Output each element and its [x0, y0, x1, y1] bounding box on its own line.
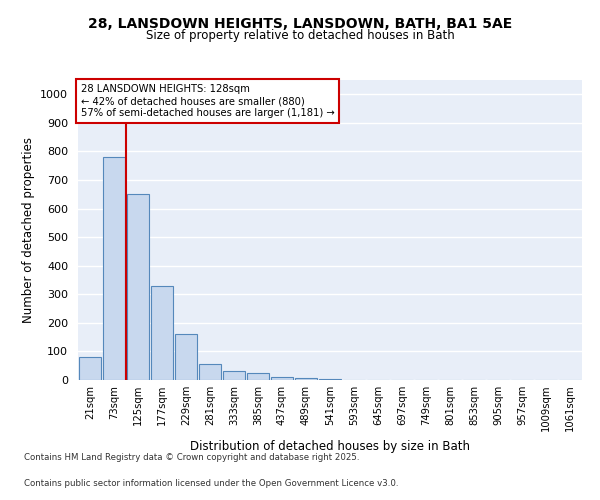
Bar — [151, 286, 173, 380]
Text: 28, LANSDOWN HEIGHTS, LANSDOWN, BATH, BA1 5AE: 28, LANSDOWN HEIGHTS, LANSDOWN, BATH, BA… — [88, 18, 512, 32]
Bar — [295, 378, 317, 380]
Bar — [79, 357, 101, 380]
Bar — [199, 364, 221, 380]
Bar — [247, 373, 269, 380]
Text: 28 LANSDOWN HEIGHTS: 128sqm
← 42% of detached houses are smaller (880)
57% of se: 28 LANSDOWN HEIGHTS: 128sqm ← 42% of det… — [80, 84, 334, 117]
Bar — [103, 157, 125, 380]
Bar — [127, 194, 149, 380]
Y-axis label: Number of detached properties: Number of detached properties — [22, 137, 35, 323]
Bar — [175, 334, 197, 380]
Text: Contains public sector information licensed under the Open Government Licence v3: Contains public sector information licen… — [24, 478, 398, 488]
Bar — [319, 379, 341, 380]
Text: Size of property relative to detached houses in Bath: Size of property relative to detached ho… — [146, 29, 454, 42]
Text: Contains HM Land Registry data © Crown copyright and database right 2025.: Contains HM Land Registry data © Crown c… — [24, 454, 359, 462]
X-axis label: Distribution of detached houses by size in Bath: Distribution of detached houses by size … — [190, 440, 470, 453]
Bar — [223, 372, 245, 380]
Bar — [271, 376, 293, 380]
